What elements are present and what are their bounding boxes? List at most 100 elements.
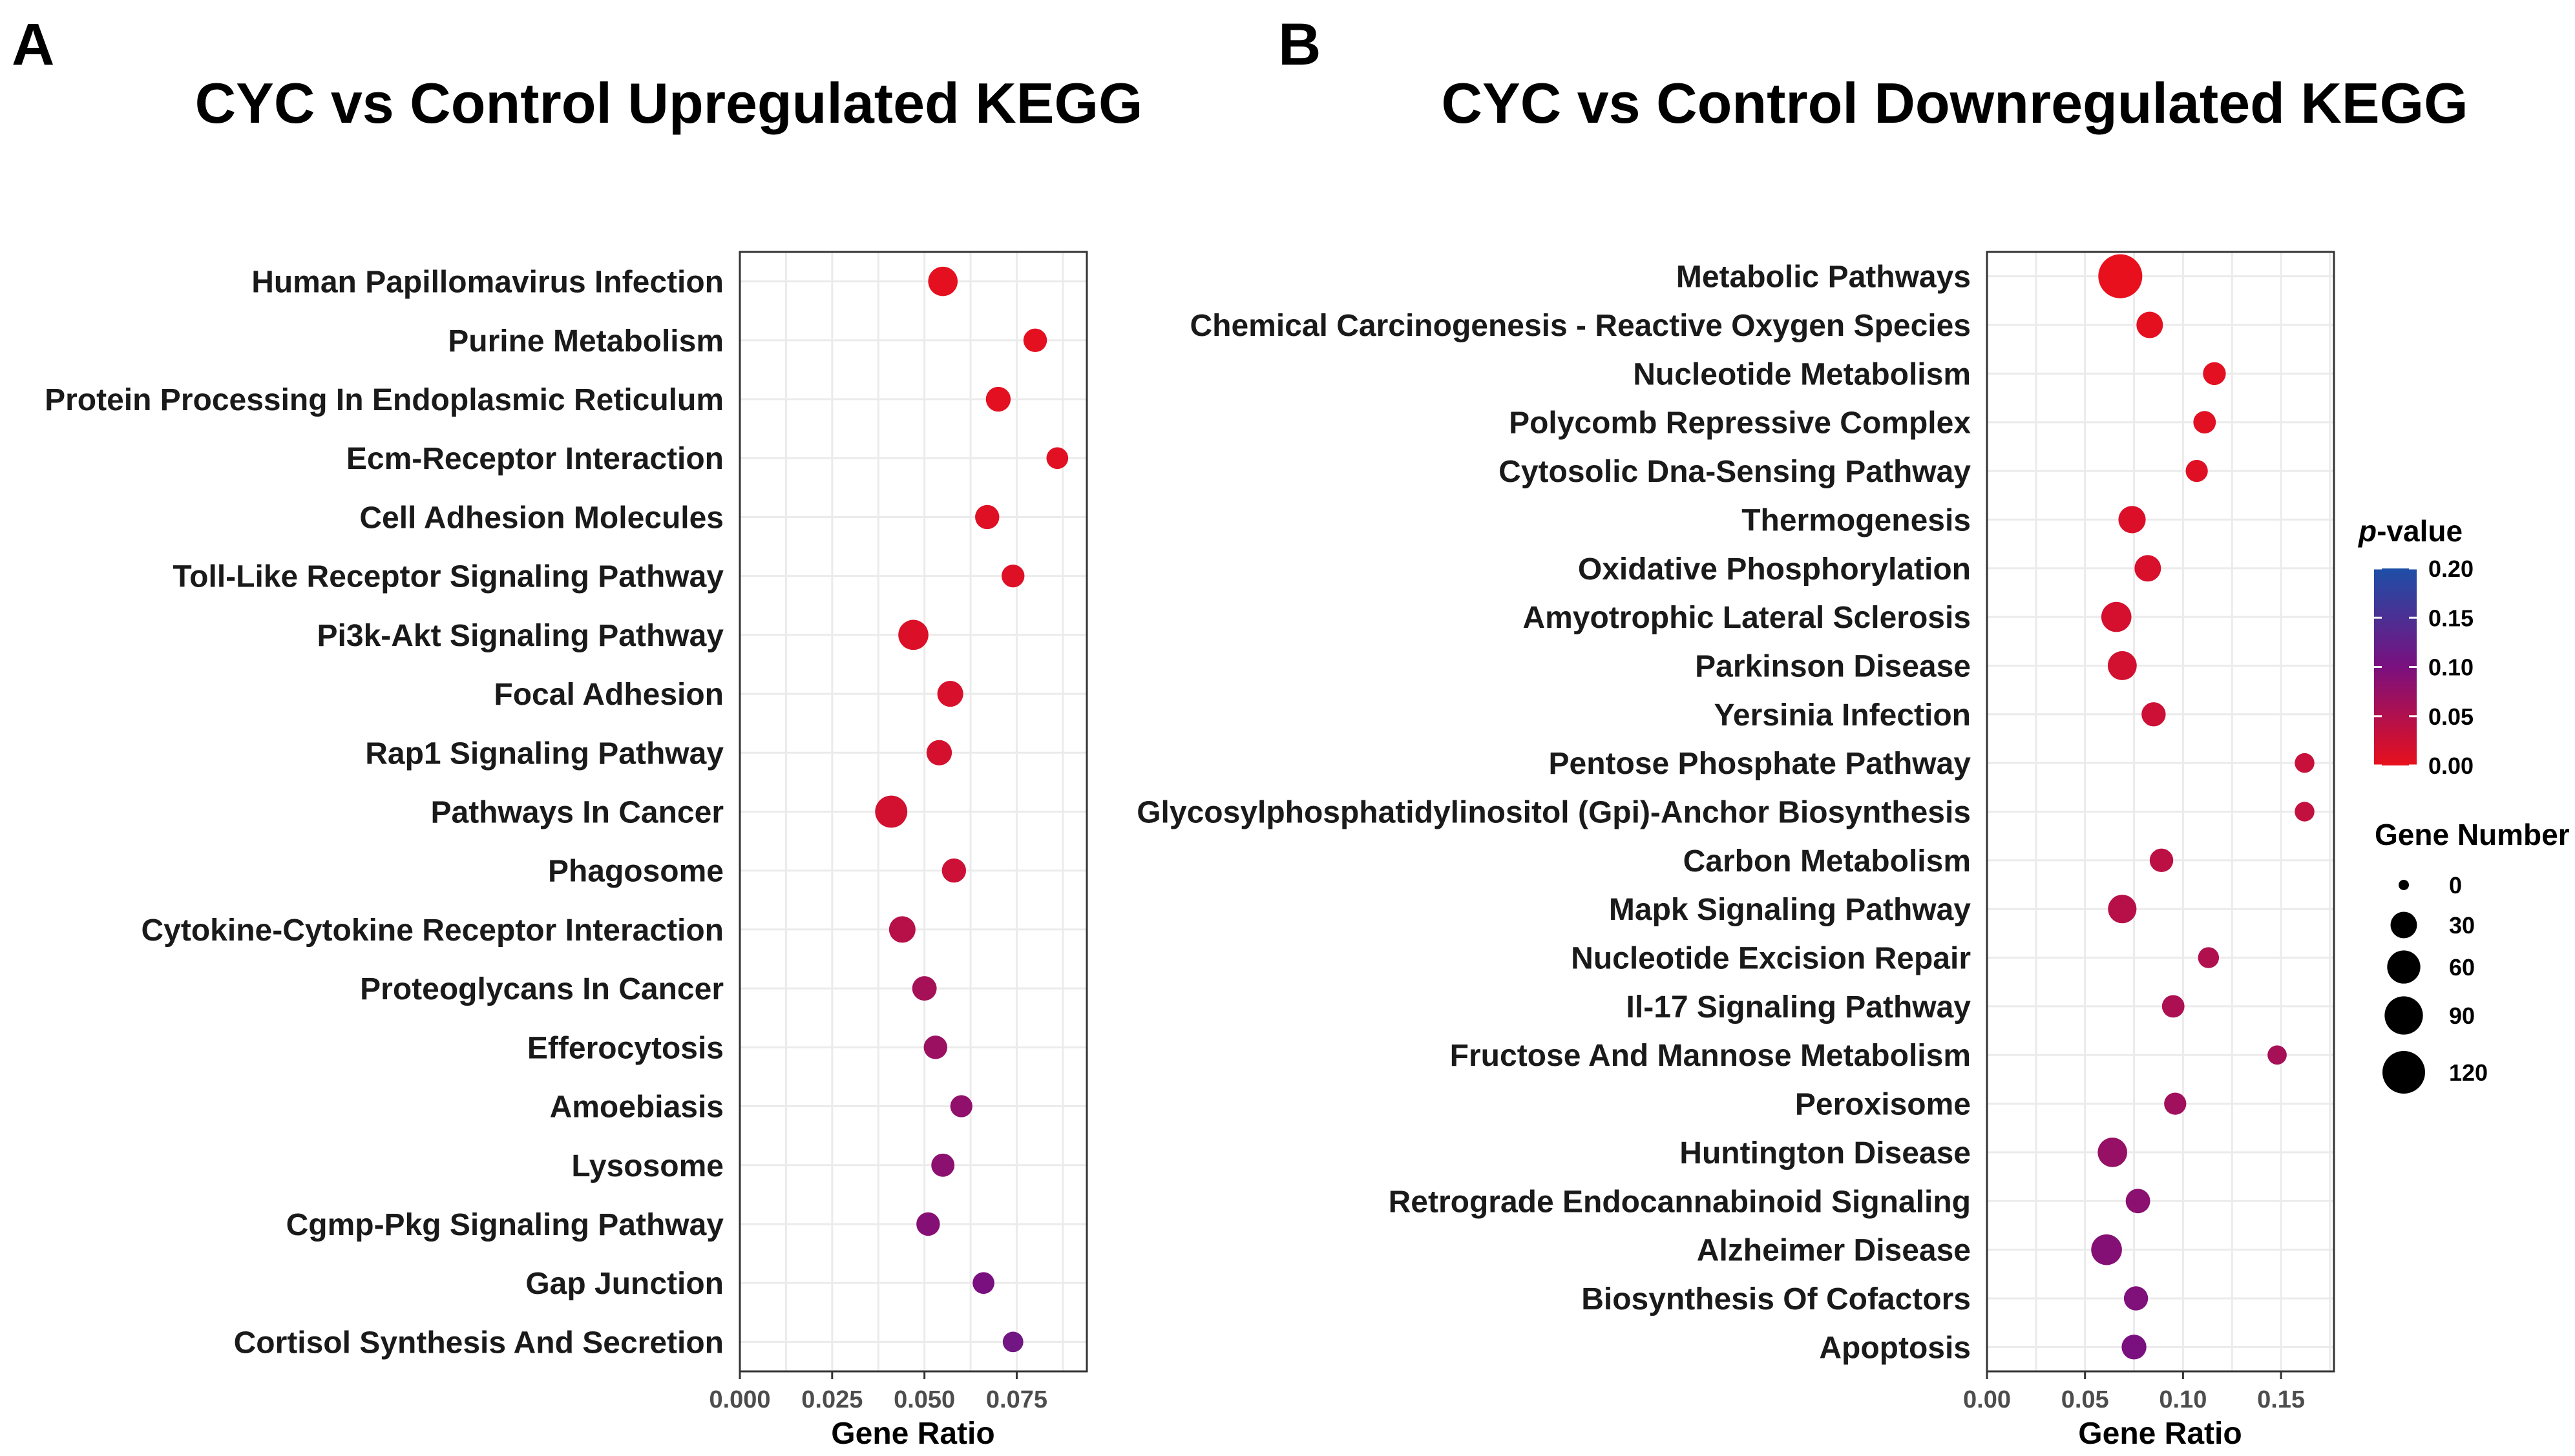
data-point (2091, 1234, 2122, 1265)
data-point (2198, 947, 2220, 968)
data-point (2121, 1335, 2147, 1360)
data-point (2164, 1092, 2187, 1115)
data-point (875, 795, 908, 828)
panel-b: B CYC vs Control Downregulated KEGG Meta… (1137, 12, 2468, 1451)
category-label: Ecm-Receptor Interaction (346, 442, 724, 476)
x-tick-label: 0.075 (986, 1386, 1047, 1413)
size-key-label: 30 (2449, 912, 2475, 939)
color-tick-label: 0.00 (2428, 753, 2474, 779)
data-point (888, 916, 916, 943)
category-label: Cortisol Synthesis And Secretion (234, 1326, 724, 1360)
data-point (916, 1212, 940, 1236)
category-label: Mapk Signaling Pathway (1609, 893, 1971, 927)
legend: p-value 0.20 0.15 0.10 0.05 0.00 Gene Number… (2357, 514, 2570, 1094)
color-tick-label: 0.15 (2428, 605, 2474, 631)
color-tick-label: 0.10 (2428, 654, 2474, 681)
data-point (2185, 459, 2208, 483)
data-point (985, 386, 1011, 412)
size-key-dot (2390, 911, 2417, 939)
category-label: Human Papillomavirus Infection (251, 265, 724, 300)
category-labels-a: Human Papillomavirus Infection Purine Met… (45, 265, 724, 1360)
category-label: Purine Metabolism (448, 324, 724, 359)
category-label: Amyotrophic Lateral Sclerosis (1522, 601, 1971, 635)
data-point (2123, 1286, 2149, 1311)
category-label: Nucleotide Metabolism (1633, 357, 1971, 391)
size-key-label: 60 (2449, 954, 2475, 981)
color-legend-ticks: 0.20 0.15 0.10 0.05 0.00 (2374, 556, 2474, 779)
category-label: Proteoglycans In Cancer (360, 972, 724, 1006)
size-key-dot (2382, 1051, 2425, 1094)
category-label: Peroxisome (1795, 1088, 1971, 1122)
category-label: Pi3k-Akt Signaling Pathway (317, 619, 724, 653)
data-point (2203, 362, 2226, 386)
data-point (1002, 1331, 1024, 1353)
data-point (2267, 1045, 2287, 1065)
data-point (2141, 702, 2166, 727)
category-label: Huntington Disease (1679, 1136, 1971, 1170)
data-point (931, 1153, 955, 1177)
x-ticks-a: 0.000 0.025 0.050 0.075 (709, 1371, 1047, 1413)
chart-title-a: CYC vs Control Upregulated KEGG (195, 71, 1143, 135)
category-label: Biosynthesis Of Cofactors (1581, 1282, 1971, 1316)
category-label: Focal Adhesion (494, 678, 724, 712)
size-key-dot (2384, 996, 2423, 1035)
plot-grid-a (739, 252, 1087, 1371)
data-point (1023, 328, 1047, 353)
data-point (2098, 254, 2143, 298)
color-tick-label: 0.20 (2428, 556, 2474, 582)
data-point (2118, 506, 2146, 534)
x-tick-label: 0.15 (2257, 1386, 2305, 1413)
size-legend-title: Gene Number (2375, 818, 2570, 851)
data-point (975, 504, 1000, 530)
data-point (928, 266, 958, 296)
data-point (1046, 447, 1069, 470)
category-label: Gap Junction (525, 1267, 724, 1301)
category-label: Phagosome (548, 855, 724, 889)
category-label: Il-17 Signaling Pathway (1626, 990, 1971, 1024)
color-legend-title-rest: -value (2377, 514, 2463, 548)
data-point (2108, 895, 2137, 924)
category-label: Alzheimer Disease (1697, 1234, 1971, 1268)
category-label: Amoebiasis (550, 1090, 724, 1125)
data-point (950, 1095, 972, 1118)
category-label: Glycosylphosphatidylinositol (Gpi)-Ancho… (1137, 796, 1971, 830)
data-point (941, 858, 967, 883)
category-label: Cytokine-Cytokine Receptor Interaction (142, 913, 724, 948)
category-label: Polycomb Repressive Complex (1509, 406, 1971, 441)
data-point (926, 740, 952, 765)
color-tick-label: 0.05 (2428, 703, 2474, 730)
plot-panel-b (1986, 251, 2335, 1373)
x-axis-title-b: Gene Ratio (2078, 1417, 2242, 1451)
x-tick-label: 0.025 (801, 1386, 863, 1413)
size-key-label: 90 (2449, 1003, 2475, 1029)
panel-letter-a: A (12, 12, 54, 78)
size-legend-keys: 0 30 60 90 120 (2382, 872, 2488, 1094)
data-point (972, 1272, 994, 1295)
x-tick-label: 0.05 (2061, 1386, 2109, 1413)
panel-letter-b: B (1278, 12, 1321, 78)
category-label: Toll-Like Receptor Signaling Pathway (173, 560, 724, 594)
data-point (898, 619, 929, 650)
category-label: Carbon Metabolism (1683, 844, 1971, 879)
category-label: Cytosolic Dna-Sensing Pathway (1498, 455, 1971, 489)
data-point (2295, 802, 2315, 822)
category-label: Metabolic Pathways (1676, 260, 1971, 295)
category-label: Fructose And Mannose Metabolism (1450, 1039, 1971, 1073)
size-key-dot (2399, 880, 2409, 890)
category-label: Lysosome (571, 1149, 724, 1183)
x-tick-label: 0.00 (1963, 1386, 2011, 1413)
x-tick-label: 0.10 (2159, 1386, 2207, 1413)
category-label: Protein Processing In Endoplasmic Reticu… (45, 383, 724, 417)
category-label: Rap1 Signaling Pathway (365, 736, 724, 771)
x-axis-title-a: Gene Ratio (831, 1417, 994, 1451)
color-legend-title-italic: p (2357, 514, 2377, 548)
category-labels-b: Metabolic Pathways Chemical Carcinogenesi… (1137, 260, 1971, 1366)
data-point (2136, 311, 2163, 338)
data-point (2161, 995, 2185, 1018)
data-point (2107, 651, 2137, 680)
x-tick-label: 0.050 (894, 1386, 955, 1413)
category-label: Cell Adhesion Molecules (359, 501, 724, 535)
data-point (912, 976, 937, 1001)
category-label: Oxidative Phosphorylation (1578, 552, 1971, 587)
